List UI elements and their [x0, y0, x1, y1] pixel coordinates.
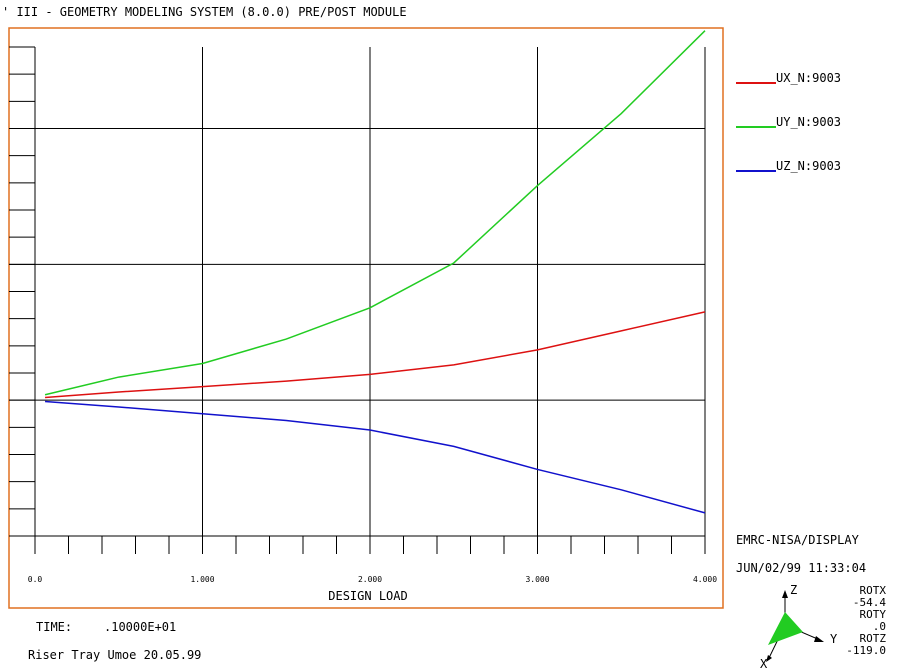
orientation-triad-icon	[766, 590, 824, 662]
triad-plane-icon	[768, 612, 803, 645]
axis-y-label: Y	[830, 632, 838, 646]
roty-value: .0	[872, 620, 886, 633]
chart-frame	[8, 27, 724, 609]
series-line-uy-n-9003	[44, 30, 706, 396]
rotx-label: ROTX	[859, 584, 887, 597]
series-line-ux-n-9003	[44, 311, 706, 399]
rotz-value: -119.0	[846, 644, 886, 657]
x-tick-label-0: 0.0	[28, 575, 43, 584]
roty-label: ROTY	[859, 608, 887, 621]
rotx-value: -54.4	[852, 596, 886, 609]
timestamp: JUN/02/99 11:33:04	[736, 561, 867, 575]
legend-label-1: UY_N:9003	[776, 115, 841, 129]
rotz-label: ROTZ	[859, 632, 887, 645]
x-tick-label-3: 3.000	[525, 575, 549, 584]
legend-label-2: UZ_N:9003	[776, 159, 841, 173]
program-name: EMRC-NISA/DISPLAY	[736, 533, 859, 547]
axis-x-label: X	[760, 657, 768, 671]
rotation-block: ROTX -54.4 ROTY .0 ROTZ -119.0	[846, 585, 886, 657]
time-label: TIME:	[36, 620, 73, 634]
x-tick-label-4: 4.000	[693, 575, 717, 584]
axis-z-label: Z	[790, 583, 798, 597]
x-tick-label-2: 2.000	[358, 575, 382, 584]
x-axis-label: DESIGN LOAD	[328, 589, 407, 603]
caption: Riser Tray Umoe 20.05.99	[28, 648, 202, 662]
legend-label-0: UX_N:9003	[776, 71, 841, 85]
x-tick-label-1: 1.000	[190, 575, 214, 584]
series-line-uz-n-9003	[44, 400, 706, 514]
window-title: ' III - GEOMETRY MODELING SYSTEM (8.0.0)…	[2, 5, 407, 19]
time-value: .10000E+01	[104, 620, 177, 634]
